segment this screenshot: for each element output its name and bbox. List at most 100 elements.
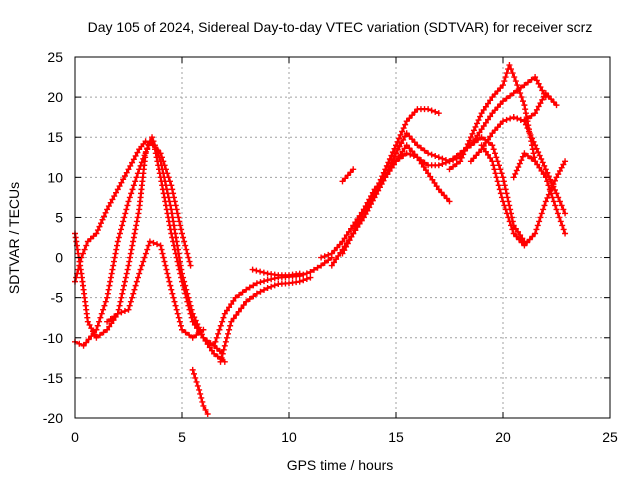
data-point [185, 294, 192, 301]
data-point [540, 171, 547, 178]
data-point [494, 124, 501, 131]
data-point [478, 126, 485, 133]
data-point [158, 246, 165, 253]
y-tick-label: -5 [51, 290, 64, 306]
data-point [555, 171, 562, 178]
data-point [539, 159, 546, 166]
data-point [221, 310, 228, 317]
data-point [189, 334, 196, 341]
data-point [528, 155, 535, 162]
data-point [110, 258, 117, 265]
data-point [119, 222, 126, 229]
data-point [470, 127, 477, 134]
data-point [191, 314, 198, 321]
data-point [177, 222, 184, 229]
data-point [113, 189, 120, 196]
data-point [111, 313, 118, 320]
data-point [528, 76, 535, 83]
data-point [94, 227, 101, 234]
data-point [474, 120, 481, 127]
data-point [170, 190, 177, 197]
data-point [428, 107, 435, 114]
data-point [222, 338, 229, 345]
data-point [384, 171, 391, 178]
data-point [498, 170, 505, 177]
data-point [99, 216, 106, 223]
data-point [491, 127, 498, 134]
data-point [198, 394, 205, 401]
y-tick-label: -20 [43, 410, 63, 426]
data-point [116, 302, 123, 309]
x-tick-label: 15 [388, 429, 404, 445]
data-point [97, 220, 104, 227]
data-point [154, 241, 161, 248]
data-point [307, 268, 314, 275]
data-point [164, 190, 171, 197]
data-point [112, 250, 119, 257]
data-point [522, 121, 529, 128]
data-point [398, 140, 405, 147]
data-point [261, 286, 268, 293]
data-point [169, 290, 176, 297]
data-point [532, 158, 539, 165]
data-point [133, 222, 140, 229]
data-point [534, 161, 541, 168]
data-point [243, 298, 250, 305]
data-point [194, 321, 201, 328]
series-arc-18 [510, 90, 560, 125]
data-point [545, 93, 552, 100]
data-point [400, 152, 407, 159]
data-point [246, 284, 253, 291]
data-point [400, 136, 407, 143]
data-point [257, 279, 264, 286]
data-point [409, 136, 416, 143]
data-point [382, 174, 389, 181]
data-point [132, 152, 139, 159]
data-point [560, 226, 567, 233]
data-point [515, 164, 522, 171]
data-point [551, 186, 558, 193]
data-point [118, 179, 125, 186]
data-point [524, 79, 531, 86]
data-point [386, 167, 393, 174]
data-point [510, 174, 517, 181]
data-point [127, 250, 134, 257]
data-point [296, 278, 303, 285]
data-point [181, 238, 188, 245]
data-point [435, 186, 442, 193]
data-point [477, 113, 484, 120]
data-point [453, 152, 460, 159]
data-point [253, 280, 260, 287]
data-point [157, 242, 164, 249]
data-point [425, 106, 432, 113]
data-point [470, 155, 477, 162]
data-point [351, 227, 358, 234]
data-point [84, 318, 91, 325]
data-point [207, 340, 214, 347]
data-point [119, 290, 126, 297]
data-point [187, 262, 194, 269]
data-point [378, 180, 385, 187]
data-point [497, 101, 504, 108]
data-point [533, 145, 540, 152]
data-point [464, 144, 471, 151]
data-point [470, 139, 477, 146]
data-point [129, 159, 136, 166]
data-point [556, 198, 563, 205]
data-point [475, 117, 482, 124]
data-point [517, 116, 524, 123]
data-point [196, 329, 203, 336]
data-point [221, 342, 228, 349]
data-point [509, 70, 516, 77]
data-point [81, 246, 88, 253]
series-arc-12 [339, 166, 357, 185]
data-point [393, 142, 399, 149]
data-point [102, 298, 109, 305]
data-point [546, 186, 553, 193]
series-arc-8 [249, 266, 303, 279]
data-point [108, 270, 115, 277]
data-point [257, 288, 264, 295]
data-point [554, 210, 561, 217]
data-point [220, 314, 227, 321]
